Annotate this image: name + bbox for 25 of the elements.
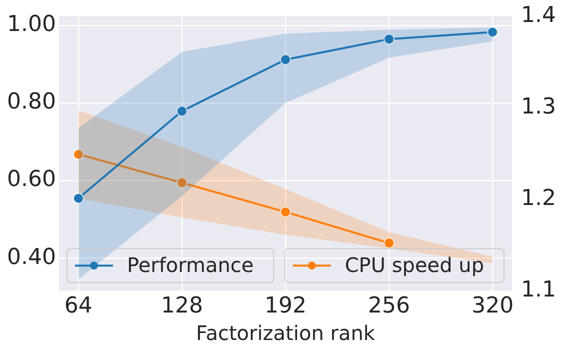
legend-label: Performance	[126, 252, 254, 277]
x-tick-label: 320	[472, 294, 514, 319]
y-tick-label: 0.40	[7, 244, 56, 270]
y-tick-label: 0.80	[7, 90, 56, 115]
y2-tick-label: 1.3	[521, 94, 556, 120]
point	[384, 34, 395, 45]
x-tick-label: 128	[160, 294, 203, 319]
x-axis-title: Factorization rank	[196, 321, 376, 346]
x-tick-label: 192	[264, 294, 306, 319]
point	[72, 148, 84, 160]
y2-tick-label: 1.1	[521, 277, 556, 302]
y-tick-label: 0.60	[7, 167, 56, 192]
point	[384, 238, 395, 249]
point	[280, 54, 291, 66]
point	[487, 26, 498, 38]
y2-tick-label: 1.4	[521, 2, 556, 28]
x-tick-label: 256	[368, 294, 410, 319]
x-tick-label: 64	[64, 294, 92, 319]
point	[176, 177, 188, 188]
point	[280, 206, 291, 218]
legend-label: CPU speed up	[344, 252, 484, 277]
y2-tick-label: 1.2	[521, 186, 556, 211]
y-tick-label: 1.00	[7, 12, 56, 38]
point	[176, 106, 188, 117]
point	[72, 192, 84, 204]
